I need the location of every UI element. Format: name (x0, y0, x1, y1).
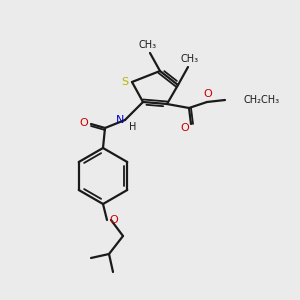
Text: S: S (122, 77, 129, 87)
Text: H: H (129, 122, 137, 132)
Text: CH₂CH₃: CH₂CH₃ (243, 95, 279, 105)
Text: N: N (116, 115, 124, 125)
Text: O: O (80, 118, 88, 128)
Text: CH₃: CH₃ (139, 40, 157, 50)
Text: O: O (181, 123, 189, 133)
Text: CH₃: CH₃ (181, 54, 199, 64)
Text: O: O (204, 89, 212, 99)
Text: O: O (110, 215, 118, 225)
